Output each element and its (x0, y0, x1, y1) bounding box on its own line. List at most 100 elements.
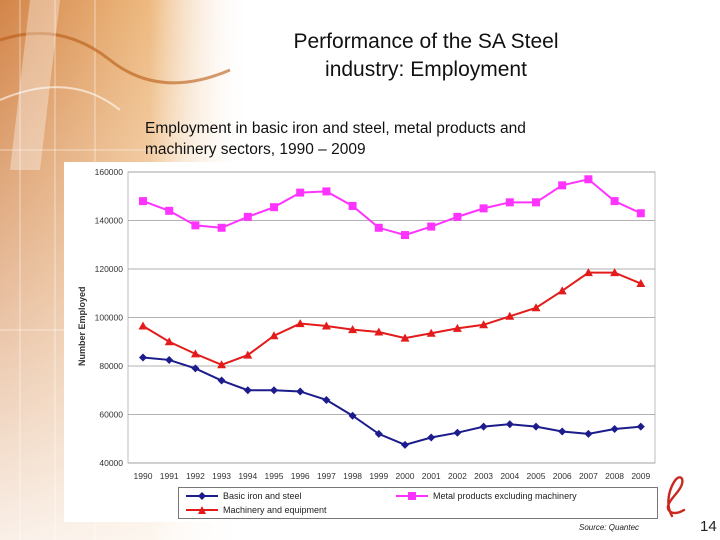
chart-subtitle: Employment in basic iron and steel, meta… (145, 118, 665, 160)
y-axis-label: Number Employed (77, 286, 87, 366)
y-tick-label-60000: 60000 (99, 410, 123, 420)
subtitle-line-2: machinery sectors, 1990 – 2009 (145, 141, 366, 158)
point-metal-2007 (584, 175, 593, 184)
point-basic-1999 (374, 429, 383, 438)
point-metal-1993 (217, 223, 226, 232)
chart-legend: Basic iron and steel Metal products excl… (178, 487, 658, 519)
point-machinery-1993 (217, 360, 227, 369)
point-machinery-1990 (138, 321, 148, 330)
point-basic-1993 (217, 376, 226, 385)
legend-label-basic: Basic iron and steel (223, 491, 302, 501)
point-metal-2003 (479, 204, 488, 213)
point-basic-1996 (296, 387, 305, 396)
point-machinery-2008 (610, 268, 620, 277)
point-machinery-2000 (400, 333, 410, 342)
point-metal-2009 (636, 209, 645, 218)
point-metal-1992 (191, 221, 200, 230)
y-tick-label-140000: 140000 (95, 216, 124, 226)
page-number: 14 (700, 518, 717, 535)
point-metal-1994 (243, 212, 252, 221)
y-tick-label-40000: 40000 (99, 458, 123, 468)
point-metal-2004 (505, 198, 514, 207)
point-metal-1999 (374, 223, 383, 232)
legend-label-metal: Metal products excluding machinery (433, 491, 577, 501)
x-tick-label-2004: 2004 (500, 471, 519, 481)
source-note: Source: Quantec (579, 523, 640, 532)
point-machinery-2007 (583, 268, 593, 277)
point-basic-2009 (636, 422, 645, 431)
x-tick-label-1996: 1996 (291, 471, 310, 481)
point-metal-2006 (558, 181, 567, 190)
x-tick-label-1995: 1995 (265, 471, 284, 481)
series-line-metal (142, 178, 642, 237)
point-machinery-1994 (243, 350, 253, 359)
y-tick-label-120000: 120000 (95, 264, 124, 274)
point-basic-1995 (270, 386, 278, 395)
x-tick-label-1993: 1993 (212, 471, 231, 481)
point-machinery-2009 (636, 279, 646, 288)
x-tick-label-2003: 2003 (474, 471, 493, 481)
y-tick-label-100000: 100000 (95, 313, 124, 323)
point-basic-1992 (191, 364, 200, 373)
point-metal-1998 (348, 201, 357, 210)
x-tick-label-1991: 1991 (160, 471, 179, 481)
point-metal-2005 (532, 198, 540, 207)
point-machinery-2005 (531, 303, 541, 312)
title-line-2: industry: Employment (325, 58, 527, 81)
point-machinery-2004 (505, 311, 515, 320)
legend-swatch-basic (186, 492, 218, 500)
point-basic-1998 (348, 411, 357, 420)
point-machinery-2001 (426, 328, 436, 337)
point-metal-1991 (165, 206, 174, 215)
legend-label-machinery: Machinery and equipment (223, 505, 327, 515)
brand-logo-icon (666, 476, 686, 518)
title-line-1: Performance of the SA Steel (293, 30, 559, 53)
legend-swatch-machinery (186, 506, 218, 514)
point-machinery-2003 (479, 320, 489, 329)
x-tick-label-1998: 1998 (343, 471, 362, 481)
point-metal-1995 (270, 203, 278, 212)
point-basic-1990 (139, 353, 147, 362)
point-basic-1991 (165, 355, 174, 364)
y-tick-label-80000: 80000 (99, 361, 123, 371)
point-metal-1990 (139, 197, 147, 206)
slide-title: Performance of the SA Steel industry: Em… (200, 28, 652, 84)
point-basic-2000 (401, 440, 409, 449)
point-machinery-1995 (269, 331, 279, 340)
series-line-basic (142, 356, 641, 446)
point-machinery-1992 (190, 349, 200, 358)
point-basic-2006 (558, 427, 567, 436)
x-tick-label-2008: 2008 (605, 471, 624, 481)
x-tick-label-2009: 2009 (631, 471, 650, 481)
x-tick-label-1994: 1994 (238, 471, 257, 481)
point-metal-1996 (296, 188, 305, 197)
point-machinery-1991 (164, 337, 174, 346)
point-machinery-1998 (348, 325, 358, 334)
point-basic-2002 (453, 428, 462, 437)
point-basic-2003 (479, 422, 488, 431)
x-tick-label-2002: 2002 (448, 471, 467, 481)
point-basic-1997 (322, 395, 331, 404)
legend-swatch-metal (396, 492, 428, 500)
subtitle-line-1: Employment in basic iron and steel, meta… (145, 120, 526, 137)
x-tick-label-1992: 1992 (186, 471, 205, 481)
x-tick-label-2000: 2000 (396, 471, 415, 481)
point-metal-2008 (610, 197, 619, 206)
point-basic-2008 (610, 425, 619, 434)
x-tick-label-2006: 2006 (553, 471, 572, 481)
point-basic-2005 (532, 422, 540, 431)
point-machinery-1999 (374, 327, 384, 336)
x-tick-label-2007: 2007 (579, 471, 598, 481)
x-tick-label-1990: 1990 (134, 471, 153, 481)
x-tick-label-1999: 1999 (369, 471, 388, 481)
point-machinery-1996 (295, 319, 305, 328)
point-metal-2001 (427, 222, 436, 231)
point-machinery-2002 (452, 323, 462, 332)
point-metal-2000 (401, 231, 409, 240)
series-line-machinery (142, 271, 642, 366)
y-tick-label-160000: 160000 (95, 167, 124, 177)
point-machinery-1997 (321, 321, 331, 330)
point-basic-2007 (584, 429, 593, 438)
point-machinery-2006 (557, 286, 567, 295)
